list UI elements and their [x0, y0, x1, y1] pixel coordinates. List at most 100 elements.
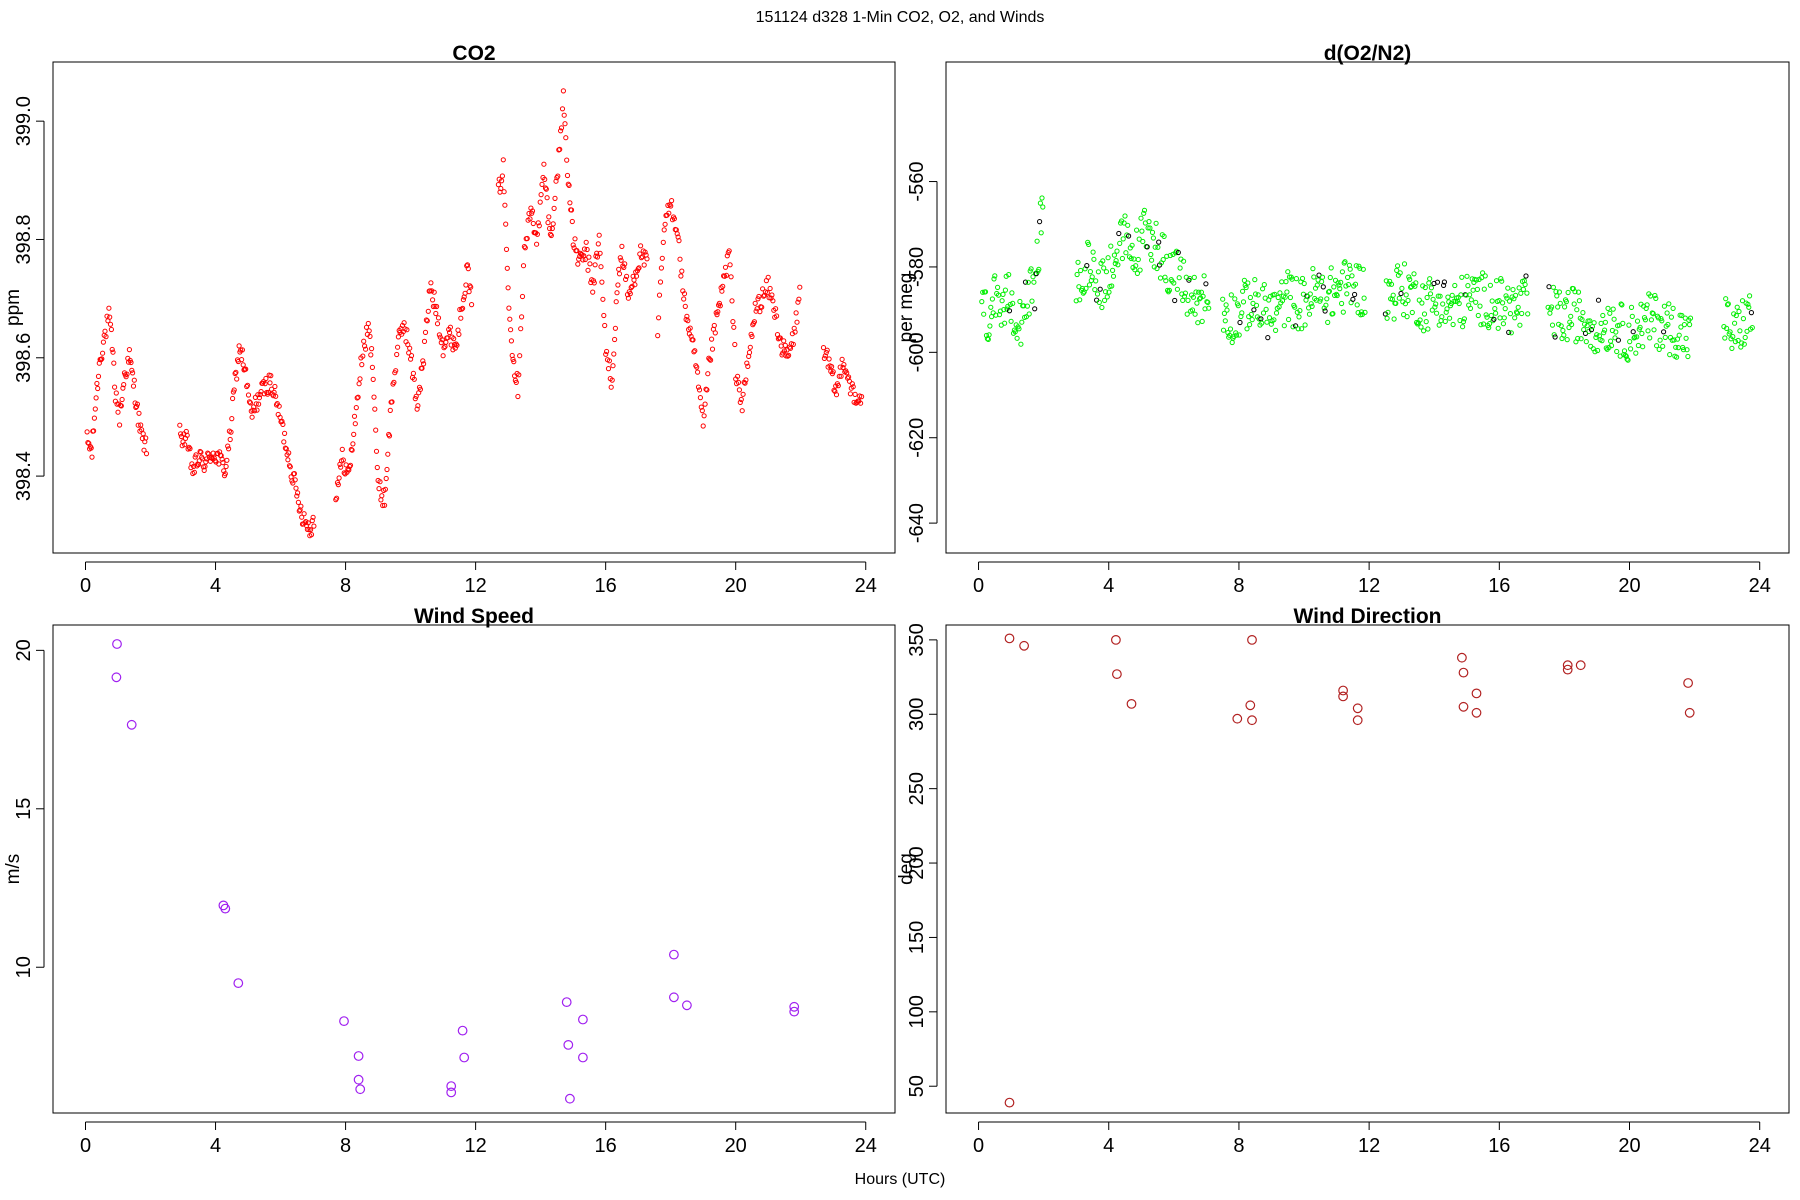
o2-point	[1419, 300, 1425, 306]
o2-point	[1306, 311, 1313, 317]
co2-point	[612, 336, 618, 343]
co2-point	[568, 207, 575, 213]
o2-point	[1087, 269, 1094, 275]
o2-point	[1427, 276, 1433, 282]
o2-point	[1414, 321, 1421, 327]
o2-point	[1265, 335, 1271, 341]
co2-point	[366, 328, 372, 334]
co2-point	[760, 286, 766, 292]
co2-point	[369, 364, 375, 370]
wind-speed-point	[355, 1084, 366, 1095]
co2-point	[128, 359, 134, 366]
co2-point	[204, 456, 210, 462]
wind-speed-x-tick-label: 4	[210, 1135, 221, 1157]
co2-point	[442, 343, 448, 350]
co2-point	[826, 356, 832, 362]
o2-point	[1676, 332, 1682, 338]
co2-point	[336, 475, 342, 481]
o2-point	[1022, 279, 1029, 285]
wind-direction-point	[1245, 700, 1256, 711]
o2-point	[1674, 354, 1680, 360]
co2-point	[465, 266, 471, 272]
co2-point	[136, 410, 142, 416]
o2-point	[1137, 267, 1143, 273]
co2-point	[656, 315, 662, 321]
co2-ylabel: ppm	[3, 289, 24, 326]
co2-point	[126, 347, 132, 353]
o2-point	[1411, 271, 1417, 277]
wind-direction-point	[1338, 691, 1348, 702]
co2-point	[707, 356, 713, 362]
co2-point	[717, 303, 723, 309]
o2-point	[1409, 309, 1415, 316]
co2-point	[584, 246, 590, 253]
o2-point	[1662, 334, 1668, 340]
o2-point	[1547, 310, 1553, 316]
o2-point	[1592, 349, 1598, 355]
co2-point	[731, 324, 737, 330]
o2-point	[1467, 305, 1474, 311]
co2-point	[495, 182, 501, 188]
co2-point	[536, 223, 542, 229]
o2-point	[1139, 228, 1145, 234]
co2-point	[638, 243, 644, 249]
o2-point	[1276, 304, 1282, 310]
co2-point	[124, 371, 130, 377]
o2-point	[1628, 304, 1635, 310]
co2-point	[273, 393, 279, 399]
co2-point	[550, 221, 556, 227]
wind-speed-point	[446, 1081, 457, 1091]
o2-point	[1423, 319, 1429, 325]
o2-point	[1561, 332, 1567, 338]
co2-point	[119, 396, 125, 403]
o2-point	[1199, 318, 1205, 324]
co2-point	[110, 349, 116, 355]
o2-ylabel: per meg	[896, 273, 917, 343]
co2-point	[139, 435, 145, 442]
co2-point	[619, 243, 625, 249]
o2-point	[1002, 320, 1008, 326]
o2-point	[1384, 315, 1390, 321]
o2-point	[1447, 315, 1453, 321]
co2-point	[504, 265, 510, 271]
o2-point	[1424, 294, 1430, 301]
co2-point	[506, 305, 512, 311]
o2-point	[1416, 297, 1422, 303]
o2-point	[1516, 285, 1522, 291]
co2-point	[202, 463, 208, 470]
o2-point	[1192, 311, 1198, 317]
co2-point	[99, 356, 105, 362]
o2-point	[1310, 266, 1316, 272]
co2-point	[205, 450, 211, 456]
o2-point	[1206, 305, 1212, 311]
o2-point	[1239, 310, 1245, 316]
co2-point	[605, 366, 612, 372]
o2-point	[1667, 352, 1673, 358]
o2-point	[1122, 213, 1128, 219]
co2-point	[374, 464, 380, 471]
co2-point	[276, 403, 282, 409]
co2-point	[298, 503, 304, 509]
co2-point	[352, 421, 358, 427]
co2-x-tick-label: 16	[595, 575, 617, 597]
o2-point	[1135, 256, 1141, 263]
o2-points	[979, 195, 1755, 363]
o2-point	[1730, 334, 1736, 340]
co2-point	[408, 356, 414, 362]
co2-point	[383, 475, 389, 482]
o2-point	[985, 336, 991, 342]
o2-point	[1500, 300, 1506, 306]
wind-speed-panel: Wind Speed m/s 0 4 8 12 16 20 24 10 15 20	[3, 605, 896, 1157]
co2-point	[519, 293, 526, 300]
o2-point	[1630, 329, 1636, 335]
o2-point	[1240, 299, 1247, 305]
o2-point	[986, 332, 992, 338]
co2-point	[92, 406, 98, 412]
co2-point	[627, 291, 633, 297]
co2-point	[671, 216, 678, 222]
co2-point	[389, 399, 395, 405]
co2-point	[614, 290, 620, 296]
o2-point	[1117, 240, 1123, 246]
co2-point	[411, 376, 417, 382]
co2-point	[594, 254, 601, 260]
